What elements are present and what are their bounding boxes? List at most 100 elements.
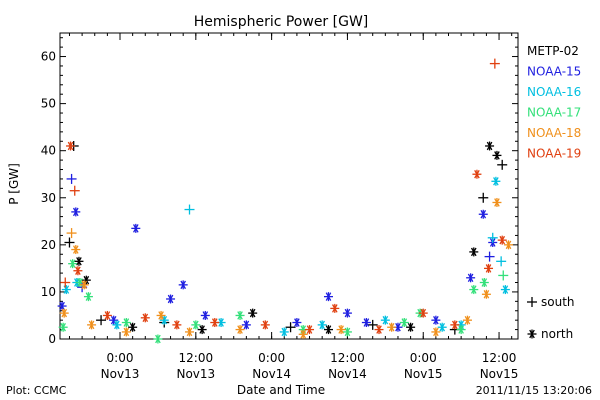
data-point-north: [59, 308, 69, 318]
marker-legend-star-icon: [527, 329, 537, 339]
data-point-north: [235, 310, 245, 320]
data-point-south: [66, 173, 77, 184]
legend-entry-noaa-19: NOAA-19: [527, 147, 581, 161]
x-tick-date-label: Nov13: [176, 367, 215, 381]
data-point-north: [387, 322, 397, 332]
series-metp-02: [64, 140, 508, 335]
data-point-north: [73, 266, 83, 276]
data-point-south: [496, 256, 507, 267]
data-point-north: [241, 320, 251, 330]
x-axis: 0:00 Nov13 12:00 Nov13 0:00 Nov14 12:00 Nov14 0:…: [68, 33, 519, 381]
x-tick-time-label: 12:00: [179, 351, 214, 365]
data-point-north: [456, 325, 466, 335]
x-tick-time-label: 0:00: [410, 351, 437, 365]
data-point-north: [418, 308, 428, 318]
data-point-north: [131, 223, 141, 233]
data-point-north: [71, 207, 81, 217]
legend-entry-metp-02: METP-02: [527, 44, 579, 58]
data-point-north: [504, 240, 514, 250]
data-point-north: [431, 315, 441, 325]
series-noaa-16: [61, 176, 510, 337]
data-point-north: [61, 285, 71, 295]
data-point-south: [487, 232, 498, 243]
data-point-north: [185, 327, 195, 337]
data-point-south: [66, 228, 77, 239]
data-point-north: [497, 235, 507, 245]
series-layer: [57, 58, 514, 344]
data-point-north: [406, 322, 416, 332]
marker-legend-label: north: [541, 327, 573, 341]
data-point-south: [69, 185, 80, 196]
data-point-north: [481, 289, 491, 299]
y-tick-label: 60: [41, 50, 56, 64]
data-point-north: [380, 315, 390, 325]
data-point-north: [469, 247, 479, 257]
data-point-north: [191, 320, 201, 330]
data-point-north: [74, 256, 84, 266]
data-point-north: [492, 197, 502, 207]
data-point-north: [462, 315, 472, 325]
data-point-north: [450, 320, 460, 330]
x-tick-date-label: Nov15: [480, 367, 519, 381]
footer-timestamp: 2011/11/15 13:20:06: [476, 384, 592, 397]
legend-entry-noaa-18: NOAA-18: [527, 126, 581, 140]
data-point-north: [305, 325, 315, 335]
data-point-north: [336, 325, 346, 335]
data-point-north: [292, 318, 302, 328]
data-point-north: [361, 318, 371, 328]
data-point-north: [197, 325, 207, 335]
data-point-north: [478, 209, 488, 219]
series-noaa-15: [57, 173, 498, 332]
data-point-north: [500, 285, 510, 295]
data-point-south: [96, 315, 107, 326]
data-point-north: [156, 310, 166, 320]
data-point-south: [60, 277, 71, 288]
data-point-north: [437, 322, 447, 332]
x-axis-label: Date and Time: [237, 383, 325, 397]
data-point-south: [478, 192, 489, 203]
marker-legend: south north: [527, 295, 575, 341]
x-tick-date-label: Nov14: [328, 367, 367, 381]
data-point-north: [491, 176, 501, 186]
data-point-north: [342, 308, 352, 318]
y-tick-label: 20: [41, 238, 56, 252]
data-point-north: [248, 308, 258, 318]
x-tick-date-label: Nov14: [252, 367, 291, 381]
plot-frame: [59, 32, 519, 340]
data-point-north: [235, 325, 245, 335]
data-point-north: [472, 169, 482, 179]
data-point-north: [87, 320, 97, 330]
data-point-north: [479, 278, 489, 288]
data-point-north: [121, 318, 131, 328]
data-point-north: [216, 318, 226, 328]
y-tick-label: 30: [41, 191, 56, 205]
data-point-north: [66, 141, 76, 151]
data-point-north: [323, 292, 333, 302]
data-point-north: [79, 280, 89, 290]
data-point-north: [484, 263, 494, 273]
data-point-north: [178, 280, 188, 290]
data-point-north: [112, 320, 122, 330]
data-point-north: [330, 303, 340, 313]
marker-legend-label: south: [541, 295, 575, 309]
y-axis-label: P [GW]: [7, 163, 21, 205]
y-tick-label: 10: [41, 285, 56, 299]
data-point-north: [121, 327, 131, 337]
data-point-south: [497, 159, 508, 170]
data-point-north: [159, 315, 169, 325]
data-point-north: [317, 320, 327, 330]
data-point-north: [260, 320, 270, 330]
data-point-north: [279, 327, 289, 337]
data-point-north: [102, 310, 112, 320]
data-point-south: [367, 319, 378, 330]
marker-legend-plus-icon: [527, 297, 537, 307]
legend-entry-noaa-17: NOAA-17: [527, 106, 581, 120]
data-point-south: [484, 251, 495, 262]
y-tick-label: 0: [48, 332, 56, 346]
data-point-north: [298, 329, 308, 339]
x-tick-time-label: 0:00: [258, 351, 285, 365]
data-point-north: [68, 259, 78, 269]
x-tick-time-label: 12:00: [482, 351, 517, 365]
data-point-north: [140, 313, 150, 323]
